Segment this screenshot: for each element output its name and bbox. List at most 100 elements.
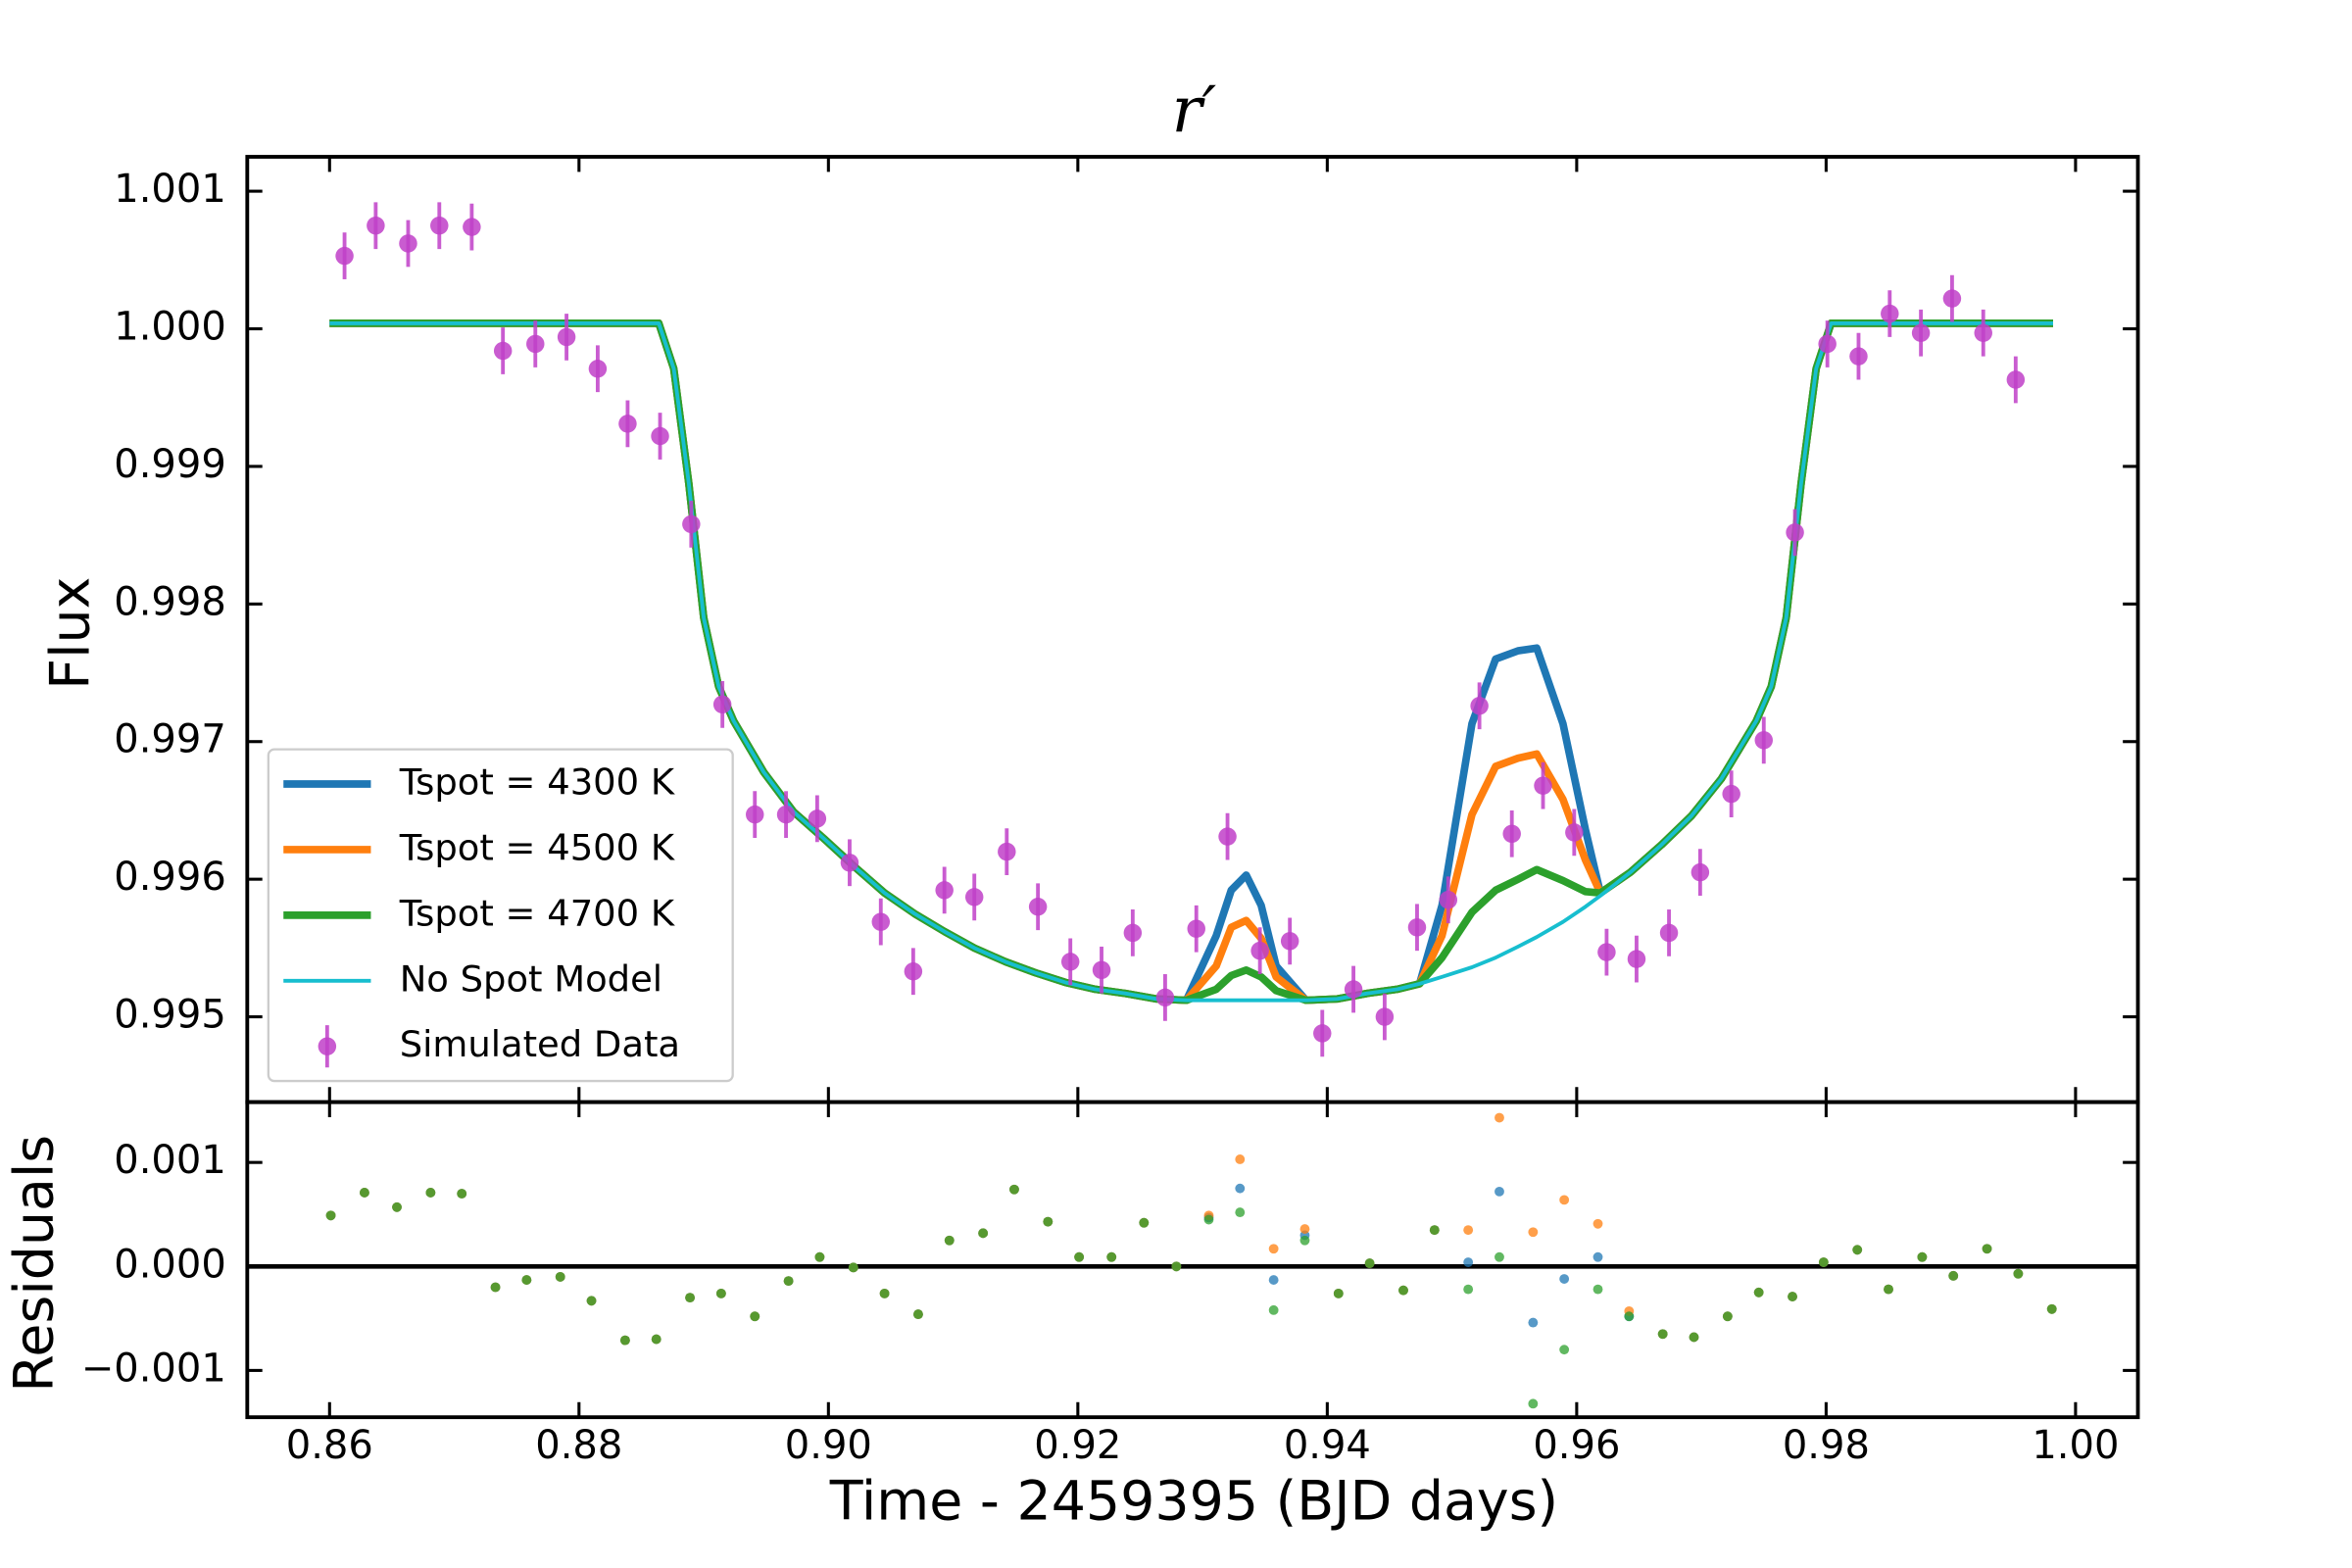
residual-point — [1559, 1274, 1570, 1284]
data-point — [1722, 784, 1740, 804]
data-point — [904, 961, 923, 981]
data-point — [399, 234, 417, 253]
data-point — [1659, 923, 1679, 943]
residual-point — [1299, 1224, 1310, 1235]
data-point — [1502, 824, 1521, 844]
data-point — [1881, 304, 1899, 323]
data-point — [1597, 943, 1616, 961]
residual-point — [1333, 1288, 1344, 1298]
residual-point — [651, 1334, 662, 1345]
data-point — [1439, 890, 1458, 909]
residual-point — [1592, 1251, 1603, 1262]
data-point — [1627, 950, 1646, 968]
x-tick-label: 0.86 — [286, 1423, 373, 1468]
data-point — [1313, 1024, 1332, 1043]
data-point — [430, 216, 449, 235]
residual-point — [586, 1296, 597, 1306]
residual-point — [1139, 1217, 1150, 1228]
residual-point — [848, 1262, 858, 1273]
x-tick-label: 0.90 — [785, 1423, 872, 1468]
residual-point — [1592, 1284, 1603, 1295]
data-point — [1218, 827, 1237, 846]
data-point — [1187, 919, 1205, 938]
residual-point — [750, 1311, 760, 1322]
y-axis-label: Flux — [40, 577, 103, 690]
data-point — [1942, 289, 1962, 308]
y-tick-label: 0.998 — [114, 579, 226, 624]
residual-point — [1171, 1261, 1182, 1272]
residual-point — [715, 1288, 726, 1298]
residual-point — [944, 1235, 955, 1246]
data-point — [557, 327, 576, 347]
residual-point — [619, 1335, 630, 1346]
residual-point — [1852, 1245, 1863, 1255]
data-point — [964, 888, 984, 906]
data-point — [1849, 347, 1868, 366]
data-point — [1470, 697, 1489, 715]
data-point — [1534, 776, 1552, 795]
y-tick-label: 0.001 — [114, 1138, 226, 1183]
data-point — [1344, 980, 1363, 999]
x-tick-label: 0.98 — [1783, 1423, 1870, 1468]
x-tick-label: 1.00 — [2032, 1423, 2119, 1468]
data-point — [1375, 1007, 1395, 1026]
y-tick-label: 0.000 — [114, 1242, 226, 1287]
residual-point — [360, 1188, 369, 1198]
residual-point — [1235, 1154, 1246, 1164]
legend-label: Tspot = 4500 K — [399, 826, 675, 868]
residual-point — [1917, 1251, 1928, 1262]
residual-point — [1884, 1284, 1893, 1295]
legend-label: No Spot Model — [400, 957, 662, 1000]
legend-swatch — [318, 1037, 337, 1055]
data-point — [588, 360, 608, 378]
data-point — [682, 514, 701, 534]
residual-point — [1559, 1345, 1570, 1355]
y-tick-label: 0.997 — [114, 717, 226, 762]
data-point — [776, 805, 796, 824]
plot-area — [329, 202, 2054, 1057]
legend-label: Simulated Data — [400, 1023, 680, 1065]
residual-point — [913, 1309, 923, 1320]
data-point — [367, 216, 385, 235]
residual-point — [521, 1275, 532, 1286]
residual-point — [1203, 1214, 1214, 1225]
residual-point — [1559, 1195, 1570, 1205]
y-tick-label: 1.001 — [114, 167, 226, 212]
data-point — [712, 695, 732, 714]
data-point — [1028, 898, 1048, 916]
residual-point — [1043, 1216, 1054, 1227]
residual-point — [1592, 1218, 1603, 1229]
residual-point — [1299, 1235, 1310, 1246]
data-point — [1786, 523, 1804, 542]
residual-point — [1494, 1251, 1504, 1262]
model-line — [329, 320, 2054, 1003]
residual-point — [1657, 1329, 1668, 1340]
residual-point — [1235, 1183, 1246, 1194]
data-point — [1280, 932, 1299, 951]
residual-point — [1106, 1251, 1117, 1262]
y-tick-label: 0.999 — [114, 442, 226, 487]
x-axis-label: Time - 2459395 (BJD days) — [829, 1471, 1558, 1534]
data-point — [1974, 323, 1992, 342]
y-tick-label: 0.995 — [114, 993, 226, 1038]
data-point — [1092, 960, 1111, 980]
residual-point — [2013, 1268, 2024, 1279]
residual-point — [1722, 1311, 1733, 1322]
data-point — [746, 805, 764, 824]
residual-point — [1982, 1244, 1992, 1254]
residual-point — [1818, 1257, 1829, 1267]
x-tick-label: 0.94 — [1284, 1423, 1371, 1468]
residual-point — [1494, 1186, 1504, 1197]
data-point — [1123, 923, 1143, 943]
data-point — [1155, 988, 1175, 1007]
residual-point — [1948, 1270, 1959, 1281]
residual-point — [1528, 1227, 1539, 1238]
data-point — [808, 809, 827, 828]
residual-point — [1364, 1258, 1375, 1269]
residual-point — [1398, 1285, 1408, 1296]
data-point — [1911, 323, 1931, 342]
data-point — [651, 426, 669, 446]
residual-point — [1624, 1311, 1635, 1322]
